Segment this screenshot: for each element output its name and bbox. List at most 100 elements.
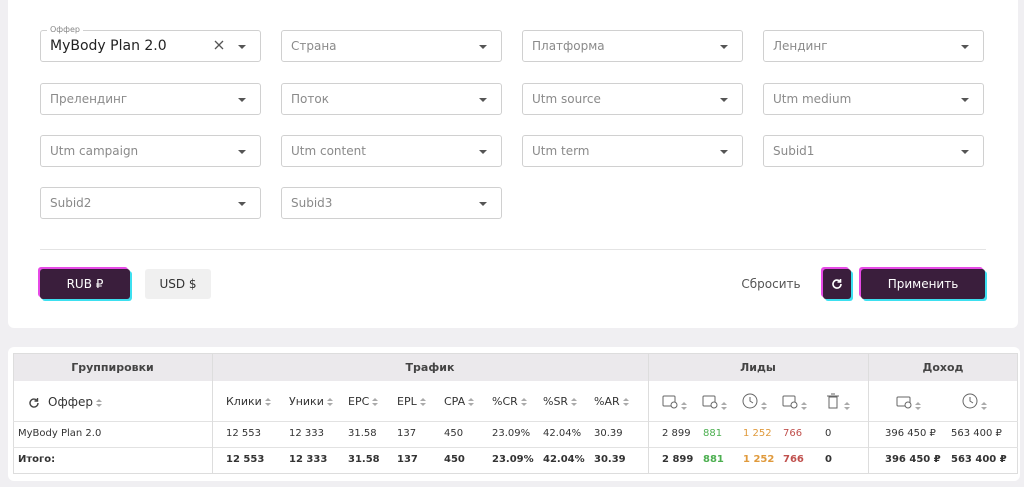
sort-icon[interactable] [761, 402, 767, 410]
column-header[interactable]: Оффер [48, 395, 102, 409]
table-cell: 12 333 [289, 454, 328, 465]
filter-placeholder: Прелендинг [50, 92, 128, 106]
dropdown-arrow [479, 202, 487, 206]
column-header[interactable]: Клики [226, 395, 271, 408]
sort-icon[interactable] [915, 402, 921, 410]
filter-select[interactable]: Utm campaign [40, 135, 261, 167]
table-cell: 31.58 [348, 428, 377, 439]
dropdown-arrow [479, 45, 487, 49]
table-cell: 396 450 ₽ [885, 454, 941, 465]
filter-label: Оффер [47, 25, 83, 34]
table-cell: 396 450 ₽ [885, 428, 936, 439]
dropdown-arrow [720, 98, 728, 102]
table-cell: 450 [444, 428, 464, 439]
header-text: %SR [543, 395, 569, 408]
column-icon[interactable] [742, 393, 767, 412]
header-text: Клики [226, 395, 262, 408]
filter-select[interactable]: Поток [281, 83, 502, 115]
table-cell: 766 [783, 428, 803, 439]
table-cell: 137 [397, 428, 417, 439]
filter-placeholder: Utm source [532, 92, 601, 106]
table-cell: 137 [397, 454, 418, 465]
filter-select[interactable]: Utm content [281, 135, 502, 167]
column-header[interactable]: EPC [348, 395, 379, 408]
column-header[interactable]: CPA [444, 395, 475, 408]
table-cell: 30.39 [594, 428, 623, 439]
reset-button[interactable]: Сбросить [741, 277, 801, 291]
column-header[interactable]: %AR [594, 395, 629, 408]
row-line [13, 447, 1018, 448]
sort-icon[interactable] [264, 398, 271, 406]
currency-rub[interactable]: RUB ₽ [40, 269, 130, 299]
currency-usd[interactable]: USD $ [145, 269, 211, 299]
filter-select[interactable]: Subid1 [763, 135, 984, 167]
filter-placeholder: Лендинг [773, 39, 828, 53]
sort-icon[interactable] [326, 398, 333, 406]
sort-icon[interactable] [681, 402, 687, 410]
row-label: MyBody Plan 2.0 [18, 428, 102, 439]
filter-select[interactable]: Оффер MyBody Plan 2.0 [40, 25, 261, 62]
filter-select[interactable]: Страна [281, 30, 502, 62]
table-cell: 2 899 [662, 428, 691, 439]
filter-select[interactable]: Subid2 [40, 187, 261, 219]
table-cell: 1 252 [743, 454, 775, 465]
sort-icon[interactable] [981, 402, 987, 410]
filter-select[interactable]: Subid3 [281, 187, 502, 219]
column-divider [868, 353, 869, 473]
dropdown-arrow [720, 45, 728, 49]
header-text: CPA [444, 395, 466, 408]
sort-icon[interactable] [520, 398, 527, 406]
column-icon[interactable] [825, 393, 850, 412]
column-icon[interactable] [662, 393, 687, 412]
table-cell: 881 [703, 454, 724, 465]
column-divider [212, 353, 213, 473]
sort-icon[interactable] [721, 402, 727, 410]
dropdown-arrow [238, 45, 246, 49]
filter-select[interactable]: Прелендинг [40, 83, 261, 115]
table-cell: 766 [783, 454, 804, 465]
filter-placeholder: Поток [291, 92, 329, 106]
refresh-icon[interactable] [28, 394, 40, 413]
filter-placeholder: Utm content [291, 144, 366, 158]
table-cell: 450 [444, 454, 465, 465]
table-cell: 1 252 [743, 428, 772, 439]
column-header[interactable]: %CR [492, 395, 527, 408]
header-text: %CR [492, 395, 518, 408]
table-cell: 23.09% [492, 428, 531, 439]
dropdown-arrow [961, 45, 969, 49]
filter-select[interactable]: Utm source [522, 83, 743, 115]
table-cell: 12 553 [226, 428, 261, 439]
group-header: Трафик [405, 361, 455, 374]
column-icon[interactable] [702, 393, 727, 412]
column-icon[interactable] [896, 393, 921, 412]
column-divider [648, 353, 649, 473]
refresh-button[interactable] [823, 269, 851, 299]
column-header[interactable]: Уники [289, 395, 333, 408]
header-text: Уники [289, 395, 324, 408]
dropdown-arrow [961, 98, 969, 102]
sort-icon[interactable] [801, 402, 807, 410]
filter-select[interactable]: Utm term [522, 135, 743, 167]
column-header[interactable]: EPL [397, 395, 426, 408]
sort-icon[interactable] [571, 398, 578, 406]
dropdown-arrow [720, 150, 728, 154]
group-header: Группировки [71, 361, 154, 374]
apply-button[interactable]: Применить [861, 269, 985, 299]
clear-icon[interactable] [214, 38, 224, 54]
filter-placeholder: Utm campaign [50, 144, 139, 158]
sort-icon[interactable] [844, 402, 850, 410]
filter-select[interactable]: Лендинг [763, 30, 984, 62]
column-header[interactable]: %SR [543, 395, 578, 408]
table-cell: 881 [703, 428, 723, 439]
sort-icon[interactable] [95, 398, 102, 407]
sort-icon[interactable] [468, 398, 475, 406]
column-icon[interactable] [782, 393, 807, 412]
sort-icon[interactable] [419, 398, 426, 406]
sort-icon[interactable] [372, 398, 379, 406]
table-cell: 30.39 [594, 454, 626, 465]
filter-select[interactable]: Платформа [522, 30, 743, 62]
column-icon[interactable] [962, 393, 987, 412]
filter-placeholder: Платформа [532, 39, 605, 53]
filter-select[interactable]: Utm medium [763, 83, 984, 115]
sort-icon[interactable] [622, 398, 629, 406]
